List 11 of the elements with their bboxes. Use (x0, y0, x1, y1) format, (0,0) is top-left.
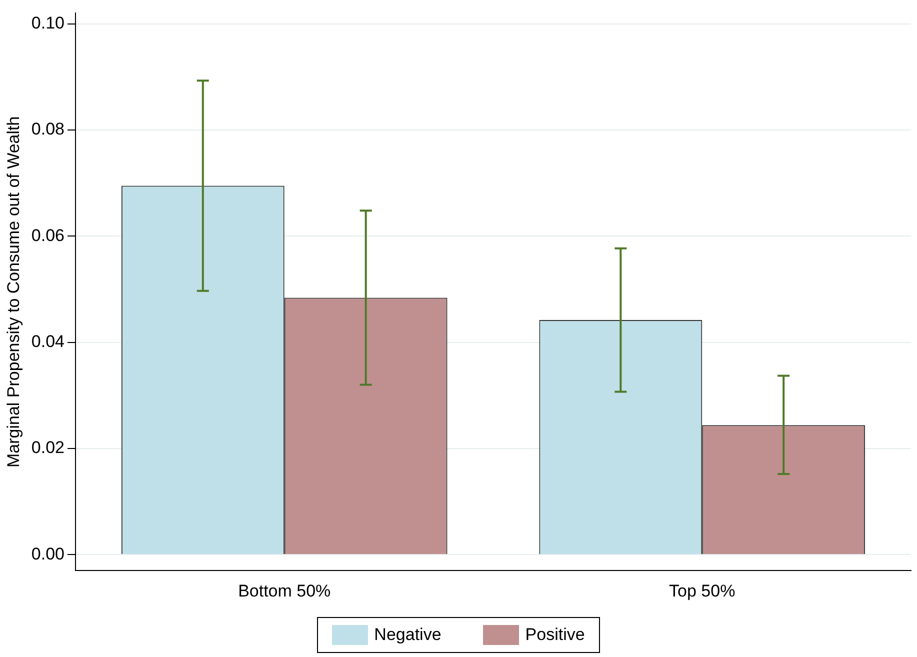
x-tick-label: Top 50% (669, 581, 736, 600)
legend-label: Negative (374, 625, 442, 645)
y-tick-label: 0.02 (31, 438, 64, 458)
y-tick-label: 0.06 (31, 226, 64, 245)
x-tick-label: Bottom 50% (238, 581, 331, 600)
y-tick-label: 0.00 (31, 544, 64, 564)
y-tick-label: 0.08 (31, 120, 64, 139)
y-tick-label: 0.10 (31, 14, 64, 33)
y-tick-label: 0.04 (31, 332, 64, 352)
y-axis-title: Marginal Propensity to Consume out of Wealth (4, 116, 23, 468)
legend-label: Positive (525, 625, 585, 645)
